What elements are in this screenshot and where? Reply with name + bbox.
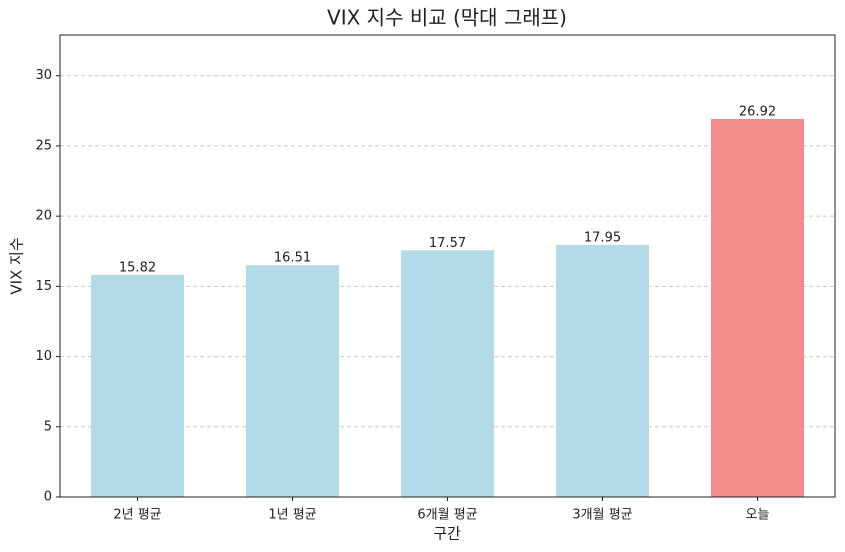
y-axis-label: VIX 지수 <box>8 237 26 294</box>
value-label: 15.82 <box>119 260 156 275</box>
bar <box>246 265 339 497</box>
x-tick-label: 1년 평균 <box>268 508 316 523</box>
value-label: 17.95 <box>584 230 621 245</box>
y-tick-label: 20 <box>35 209 52 224</box>
x-tick-label: 2년 평균 <box>113 508 161 523</box>
bar <box>556 244 649 497</box>
chart-title: VIX 지수 비교 (막대 그래프) <box>327 6 567 30</box>
plot-frame <box>59 34 836 498</box>
bar <box>401 250 494 497</box>
value-label: 26.92 <box>739 104 776 119</box>
y-tick-label: 5 <box>44 419 52 434</box>
y-tick-label: 10 <box>35 349 52 364</box>
bar <box>91 274 184 497</box>
y-tick-label: 30 <box>35 68 52 83</box>
x-tick-label: 오늘 <box>746 508 770 523</box>
x-tick-label: 6개월 평균 <box>417 508 477 523</box>
x-axis-label: 구간 <box>433 525 461 543</box>
x-tick-label: 3개월 평균 <box>572 508 632 523</box>
y-tick-label: 25 <box>35 138 52 153</box>
bar <box>711 118 804 498</box>
value-label: 17.57 <box>429 236 466 251</box>
y-tick-label: 0 <box>44 490 52 505</box>
value-label: 16.51 <box>274 251 311 266</box>
y-tick-label: 15 <box>35 279 52 294</box>
